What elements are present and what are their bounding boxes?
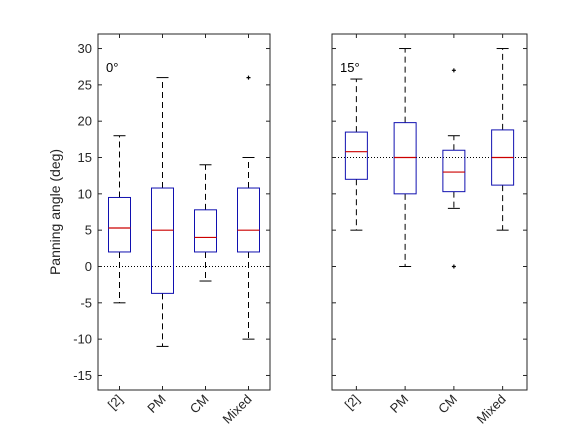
iqr-box: [108, 196, 131, 253]
outlier-point: [451, 68, 456, 73]
box-2: [151, 77, 174, 347]
y-tick-label: 0: [85, 259, 92, 274]
box-1: [108, 135, 131, 304]
y-tick-label: 30: [78, 41, 92, 56]
y-tick-label: 20: [78, 114, 92, 129]
iqr-box: [194, 209, 217, 253]
iqr-box: [237, 187, 260, 253]
panel-label: 0°: [106, 60, 118, 75]
axes-frame: [331, 33, 528, 391]
iqr-box: [344, 131, 368, 180]
y-tick-label: -10: [73, 332, 92, 347]
y-axis-title: Panning angle (deg): [47, 149, 63, 275]
box-3: [194, 164, 217, 282]
box-1: [344, 78, 368, 231]
x-tick-label: Mixed: [474, 392, 509, 427]
x-tick-label: CM: [435, 392, 460, 417]
axes-frame: [97, 33, 271, 391]
outlier-point: [451, 264, 456, 269]
x-tick-label: PM: [144, 392, 168, 416]
outlier-point: [246, 75, 251, 80]
iqr-box: [151, 187, 174, 294]
y-tick-label: 10: [78, 186, 92, 201]
y-tick-label: -5: [80, 295, 92, 310]
panel-2: [2] PM CM Mixed 15°: [331, 33, 528, 427]
y-tick-label: 5: [85, 223, 92, 238]
iqr-box: [393, 122, 417, 195]
x-tick-label: PM: [387, 392, 411, 416]
iqr-box: [442, 149, 466, 193]
box-2: [393, 48, 417, 267]
panel-1: -15 -10 -5 0 5 10 15 20 25 30 [2] PM CM Mixed 0° Pannin…: [47, 33, 271, 427]
x-tick-label: [2]: [105, 392, 126, 413]
box-4: [237, 75, 260, 340]
y-tick-label: 15: [78, 150, 92, 165]
x-tick-label: Mixed: [219, 392, 254, 427]
box-4: [491, 48, 515, 231]
x-tick-label: [2]: [342, 392, 363, 413]
box-3: [442, 68, 466, 269]
panel-label: 15°: [340, 60, 360, 75]
y-tick-label: 25: [78, 77, 92, 92]
y-tick-label: -15: [73, 368, 92, 383]
x-tick-label: CM: [187, 392, 212, 417]
